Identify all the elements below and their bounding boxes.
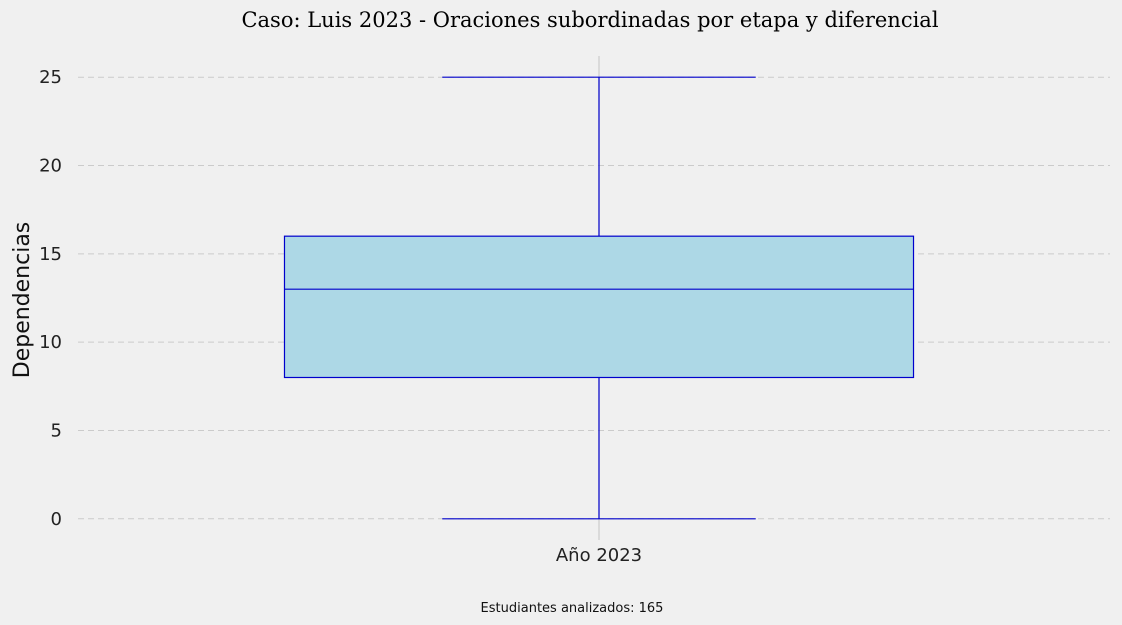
y-tick-label: 10 (39, 332, 62, 353)
y-tick-label: 5 (51, 420, 62, 441)
box-plot (283, 76, 915, 520)
y-tick-label: 0 (51, 509, 62, 530)
y-axis-label: Dependencias (10, 222, 35, 379)
y-tick-label: 15 (39, 244, 62, 265)
y-axis-ticks: 0 5 10 15 20 25 (39, 67, 62, 530)
x-tick-label: Año 2023 (556, 545, 642, 566)
x-axis-ticks: Año 2023 (556, 545, 642, 566)
box-iqr (283, 235, 915, 379)
y-tick-label: 20 (39, 156, 62, 177)
chart-title: Caso: Luis 2023 - Oraciones subordinadas… (241, 8, 938, 32)
y-tick-label: 25 (39, 67, 62, 88)
footnote: Estudiantes analizados: 165 (481, 601, 664, 616)
